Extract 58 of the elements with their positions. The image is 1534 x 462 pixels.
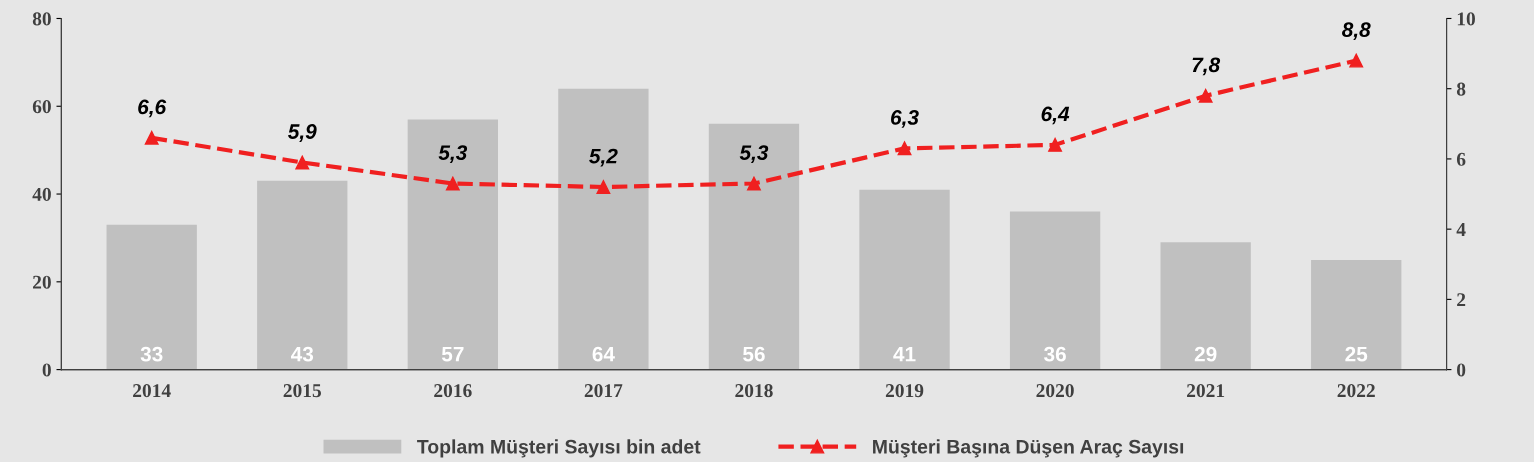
data-label: 36 <box>1043 346 1066 362</box>
x-tick-label: 2018 <box>735 384 773 398</box>
x-tick-label: 2015 <box>283 384 321 398</box>
data-label: 56 <box>743 346 765 362</box>
point <box>144 130 159 145</box>
bar <box>407 119 498 370</box>
bar <box>106 224 197 370</box>
data-label: 5,9 <box>287 124 317 142</box>
legend-label: Müşteri Başına Düşen Araç Sayısı <box>873 439 1184 458</box>
x-tick-label: 2022 <box>1337 384 1375 398</box>
bar <box>708 123 800 370</box>
data-label: 29 <box>1194 346 1217 362</box>
y2-tick-label: 0 <box>1457 363 1466 377</box>
point <box>445 176 460 191</box>
y2-tick-label: 10 <box>1457 12 1475 26</box>
legend-label: Toplam Müşteri Sayısı bin adet <box>417 439 701 458</box>
data-label: 43 <box>291 346 314 362</box>
data-label: 33 <box>140 346 163 362</box>
data-label: 64 <box>592 346 615 362</box>
point <box>1048 137 1063 152</box>
x-tick-label: 2021 <box>1187 384 1225 398</box>
data-label: 5,2 <box>589 148 618 167</box>
bar <box>1009 211 1101 370</box>
y2-tick-label: 8 <box>1456 82 1466 96</box>
data-label: 41 <box>893 346 916 362</box>
x-tick-label: 2019 <box>885 384 924 398</box>
point <box>1349 53 1364 68</box>
data-label: 7,8 <box>1192 57 1221 76</box>
bar <box>257 180 348 370</box>
x-tick-label: 2017 <box>584 384 623 398</box>
x-tick-label: 2020 <box>1036 384 1074 398</box>
y2-tick-label: 4 <box>1456 223 1466 236</box>
y-tick-label: 20 <box>33 275 51 289</box>
y2-tick-label: 6 <box>1456 152 1466 166</box>
point <box>295 155 310 170</box>
point <box>1198 88 1213 103</box>
data-label: 8,8 <box>1342 22 1371 41</box>
x-tick-label: 2016 <box>434 384 472 398</box>
bar <box>859 189 950 370</box>
point <box>747 176 761 191</box>
data-label: 5,3 <box>438 145 468 163</box>
point <box>596 180 611 194</box>
data-label: 25 <box>1345 346 1368 362</box>
data-label: 5,3 <box>739 145 769 163</box>
point <box>897 141 912 156</box>
bar <box>1160 242 1251 370</box>
data-label: 57 <box>441 346 464 362</box>
bar <box>558 88 649 370</box>
x-tick-label: 2014 <box>133 384 171 398</box>
data-label: 6,6 <box>138 99 167 118</box>
bar <box>1311 259 1402 370</box>
y-tick-label: 60 <box>32 100 51 114</box>
y-tick-label: 40 <box>32 187 51 201</box>
data-label: 6,3 <box>891 110 919 128</box>
y-tick-label: 80 <box>32 12 51 26</box>
data-label: 6,4 <box>1041 106 1070 125</box>
y-tick-label: 0 <box>42 363 51 377</box>
y2-tick-label: 2 <box>1457 293 1466 307</box>
